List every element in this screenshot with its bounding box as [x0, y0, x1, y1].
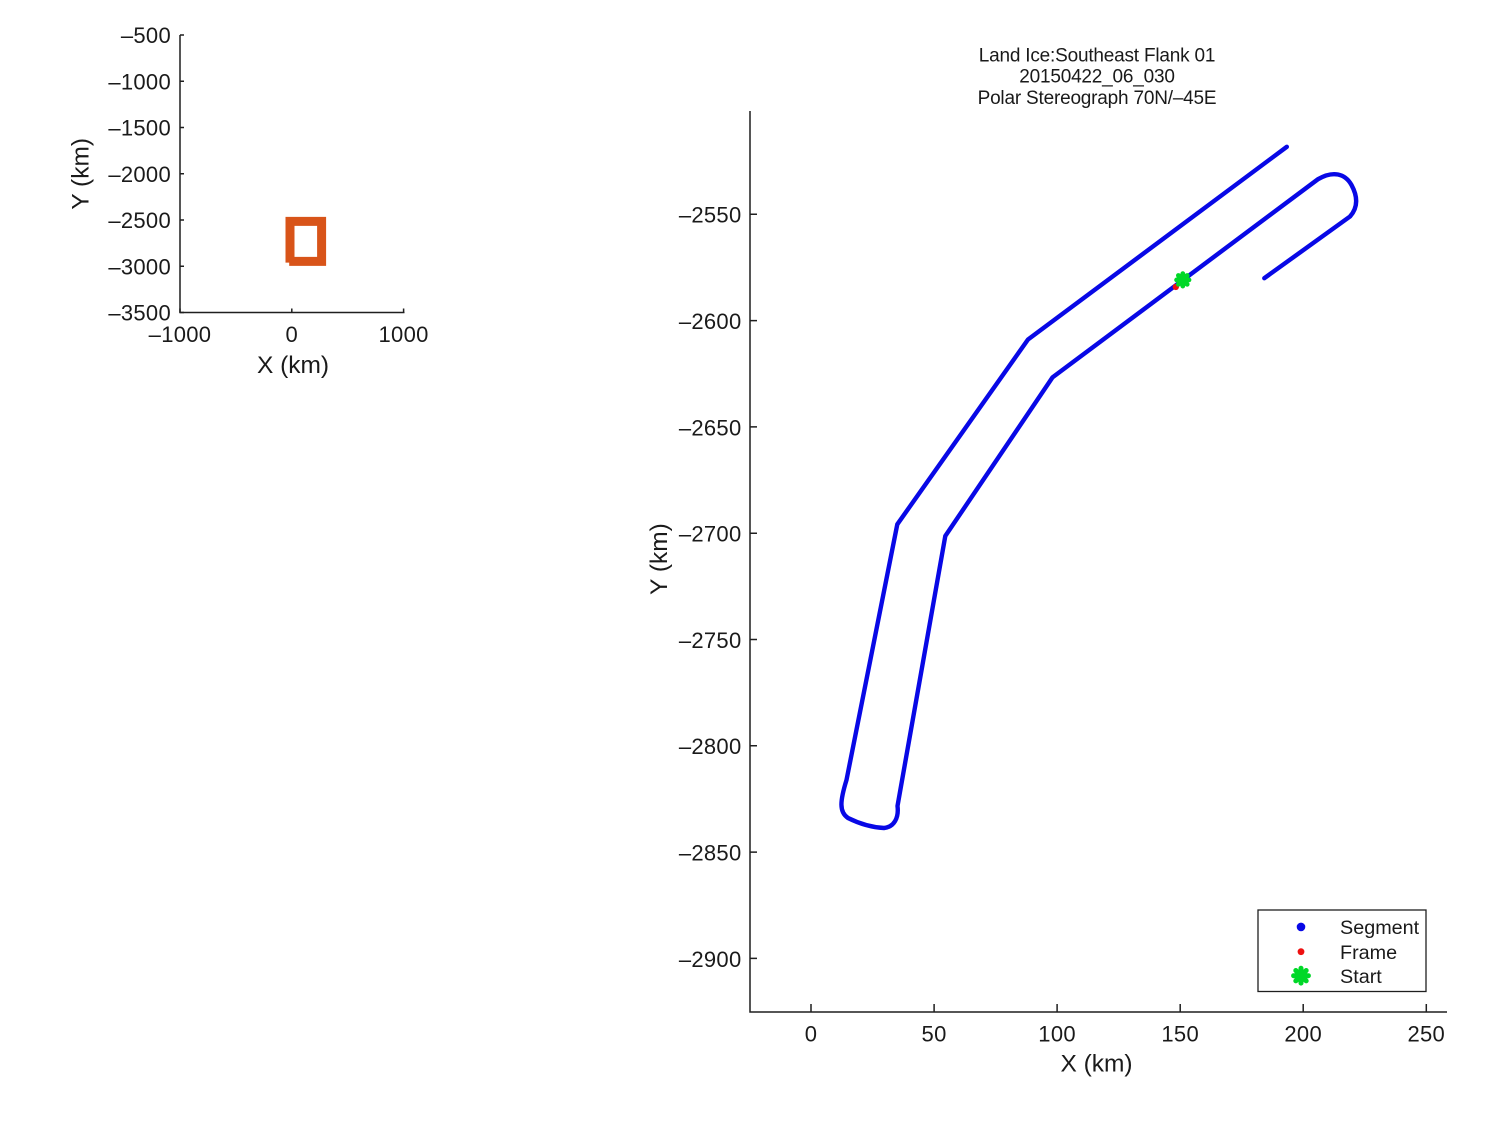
- svg-text:Land Ice:Southeast Flank 01: Land Ice:Southeast Flank 01: [979, 46, 1216, 67]
- svg-text:1000: 1000: [379, 322, 429, 347]
- svg-text:Start: Start: [1340, 966, 1382, 988]
- svg-text:100: 100: [1038, 1022, 1076, 1047]
- svg-text:0: 0: [805, 1022, 818, 1047]
- svg-text:Y (km): Y (km): [68, 138, 95, 210]
- svg-text:20150422_06_030: 20150422_06_030: [1019, 67, 1175, 88]
- svg-text:250: 250: [1407, 1022, 1445, 1047]
- svg-text:Polar Stereograph 70N/–45E: Polar Stereograph 70N/–45E: [978, 88, 1217, 109]
- svg-text:X (km): X (km): [1060, 1051, 1132, 1078]
- svg-text:–2900: –2900: [679, 947, 742, 972]
- svg-text:–1500: –1500: [108, 116, 171, 141]
- svg-text:–2500: –2500: [108, 208, 171, 233]
- svg-text:–2800: –2800: [679, 734, 742, 759]
- svg-text:150: 150: [1161, 1022, 1199, 1047]
- svg-text:–500: –500: [121, 23, 171, 48]
- svg-text:–2700: –2700: [679, 522, 742, 547]
- svg-text:–3000: –3000: [108, 254, 171, 279]
- svg-text:Y (km): Y (km): [646, 523, 673, 595]
- svg-text:–1000: –1000: [149, 322, 212, 347]
- svg-text:–2650: –2650: [679, 415, 742, 440]
- svg-text:–3500: –3500: [108, 301, 171, 326]
- svg-text:–2550: –2550: [679, 203, 742, 228]
- svg-text:0: 0: [286, 322, 299, 347]
- svg-text:–2750: –2750: [679, 628, 742, 653]
- svg-text:–2000: –2000: [108, 162, 171, 187]
- svg-text:X (km): X (km): [257, 352, 329, 379]
- svg-text:Segment: Segment: [1340, 917, 1420, 939]
- svg-text:Frame: Frame: [1340, 942, 1397, 964]
- svg-text:–1000: –1000: [108, 69, 171, 94]
- svg-text:50: 50: [922, 1022, 947, 1047]
- svg-text:200: 200: [1284, 1022, 1322, 1047]
- svg-text:–2600: –2600: [679, 309, 742, 334]
- svg-text:–2850: –2850: [679, 841, 742, 866]
